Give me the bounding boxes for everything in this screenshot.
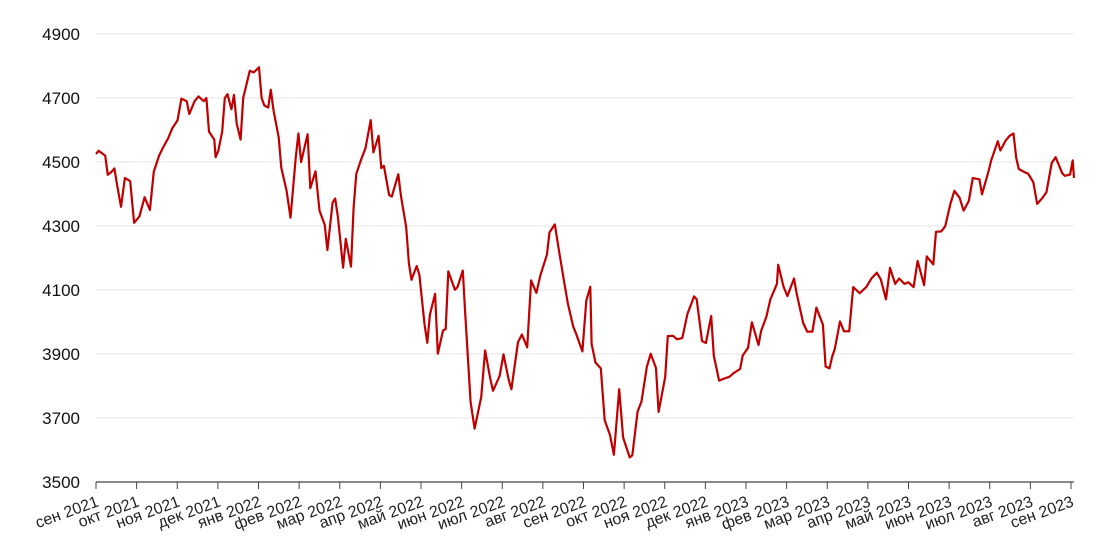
y-tick-label: 3700: [42, 409, 80, 428]
series-line: [95, 66, 1076, 459]
y-tick-label: 3500: [42, 473, 80, 492]
y-tick-label: 4100: [42, 281, 80, 300]
grid-layer: [96, 33, 1074, 419]
y-tick-label: 4500: [42, 153, 80, 172]
y-tick-label: 3900: [42, 345, 80, 364]
y-tick-label: 4700: [42, 89, 80, 108]
y-axis: 3500 3700 3900 4100 4300 4500 4700 4900: [42, 25, 80, 492]
y-tick-label: 4300: [42, 217, 80, 236]
y-tick-label: 4900: [42, 25, 80, 44]
